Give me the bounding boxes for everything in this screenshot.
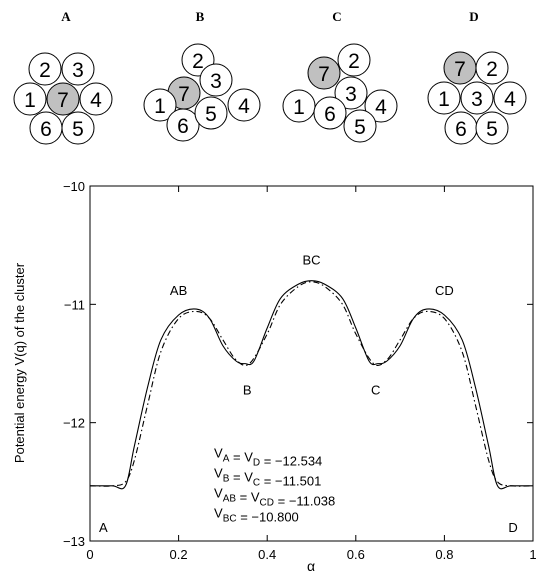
disk — [227, 88, 261, 122]
point-label: B — [243, 383, 252, 398]
cluster-C: C 273 1 4 65 — [282, 9, 398, 143]
disk — [364, 89, 398, 123]
point-label: CD — [435, 283, 454, 298]
disk-highlighted — [307, 56, 341, 90]
x-tick-label: 1 — [529, 547, 536, 562]
point-labels: A AB B BC C CD D — [99, 252, 518, 534]
energy-annotation: VB = VC = −11.501 — [214, 465, 321, 488]
y-axis-label: Potential energy V(q) of the cluster — [12, 262, 27, 463]
cluster-label: A — [61, 9, 71, 24]
disk-number: 5 — [205, 103, 217, 126]
disk-number: 7 — [178, 83, 190, 106]
disk-number: 1 — [154, 95, 166, 118]
disk-number: 4 — [375, 96, 387, 119]
disk-number: 6 — [177, 115, 189, 138]
disk-number: 2 — [39, 59, 51, 82]
disk-highlighted — [46, 82, 80, 116]
disk-number: 1 — [438, 88, 450, 111]
energy-annotation: VA = VD = −12.534 — [214, 445, 322, 468]
y-tick-label: −13 — [63, 534, 85, 549]
energy-annotation: VAB = VCD = −11.038 — [214, 485, 335, 508]
disk-number: 4 — [90, 89, 102, 112]
disk — [475, 51, 509, 85]
disk-number: 6 — [40, 118, 52, 141]
disk — [79, 82, 113, 116]
y-tick-label: −11 — [64, 297, 85, 312]
disk-number: 6 — [324, 103, 336, 126]
energy-annotation: VBC = −10.800 — [214, 506, 299, 525]
disk-number: 3 — [72, 59, 84, 82]
cluster-label: D — [469, 9, 478, 24]
point-label: D — [508, 520, 517, 535]
disk — [343, 109, 377, 143]
disk-number: 2 — [486, 58, 498, 81]
cluster-label: B — [196, 9, 205, 24]
disk-number: 5 — [486, 118, 498, 141]
axis-ticks: 0 0.2 0.4 0.6 0.8 1 −13 −12 −11 −10 — [63, 179, 537, 562]
disk-number: 4 — [504, 88, 516, 111]
disk-number: 3 — [210, 70, 222, 93]
x-axis-label: α — [307, 558, 315, 573]
disk — [61, 111, 95, 145]
disk — [493, 81, 527, 115]
cluster-B: B 273 1 4 65 — [143, 9, 261, 142]
disk — [166, 108, 200, 142]
disk — [337, 43, 371, 77]
series-lines — [89, 280, 534, 490]
x-tick-label: 0.4 — [258, 547, 276, 562]
x-tick-label: 0 — [86, 547, 93, 562]
disk-number: 4 — [238, 95, 250, 118]
disk — [475, 111, 509, 145]
point-label: BC — [302, 252, 320, 267]
cluster-D: D 7 2 1 3 4 6 5 — [427, 9, 527, 145]
disk-number: 2 — [348, 50, 360, 73]
y-tick-label: −12 — [63, 416, 85, 431]
disk-number: 5 — [72, 118, 84, 141]
disk — [313, 96, 347, 130]
series-line-dashdot — [89, 281, 534, 487]
disk-number: 6 — [455, 118, 467, 141]
cluster-A: A 2 3 1 7 4 6 5 — [13, 9, 113, 145]
plot-frame — [89, 185, 534, 542]
point-label: AB — [170, 283, 187, 298]
disk — [460, 81, 494, 115]
disk — [199, 63, 233, 97]
disk-number: 1 — [293, 96, 305, 119]
disk-number: 5 — [354, 116, 366, 139]
disk — [28, 52, 62, 86]
disk — [282, 89, 316, 123]
point-label: C — [371, 383, 380, 398]
disk-number: 7 — [454, 58, 466, 81]
disk — [13, 82, 47, 116]
point-label: A — [99, 520, 108, 535]
series-line-solid — [89, 280, 533, 490]
x-tick-label: 0.6 — [347, 547, 365, 562]
disk-number: 1 — [24, 89, 36, 112]
disk — [61, 52, 95, 86]
potential-energy-chart: 0 0.2 0.4 0.6 0.8 1 −13 −12 −11 −10 A AB B BC C CD D VA… — [12, 179, 537, 574]
x-tick-label: 0.2 — [170, 547, 188, 562]
y-tick-label: −10 — [63, 179, 85, 194]
disk-number: 7 — [57, 89, 69, 112]
disk-number: 3 — [471, 88, 483, 111]
disk-number: 7 — [318, 63, 330, 86]
disk-number: 2 — [192, 50, 204, 73]
disk — [334, 76, 368, 110]
disk — [427, 81, 461, 115]
disk — [194, 96, 228, 130]
cluster-label: C — [332, 9, 341, 24]
x-tick-label: 0.8 — [435, 547, 453, 562]
disk — [143, 88, 177, 122]
disk-number: 3 — [345, 83, 357, 106]
